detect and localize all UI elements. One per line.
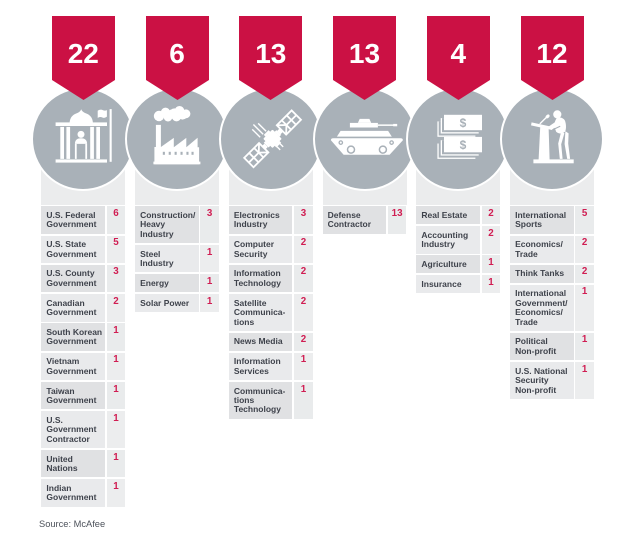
svg-text:$: $ — [460, 115, 467, 129]
svg-text:$: $ — [460, 138, 467, 152]
